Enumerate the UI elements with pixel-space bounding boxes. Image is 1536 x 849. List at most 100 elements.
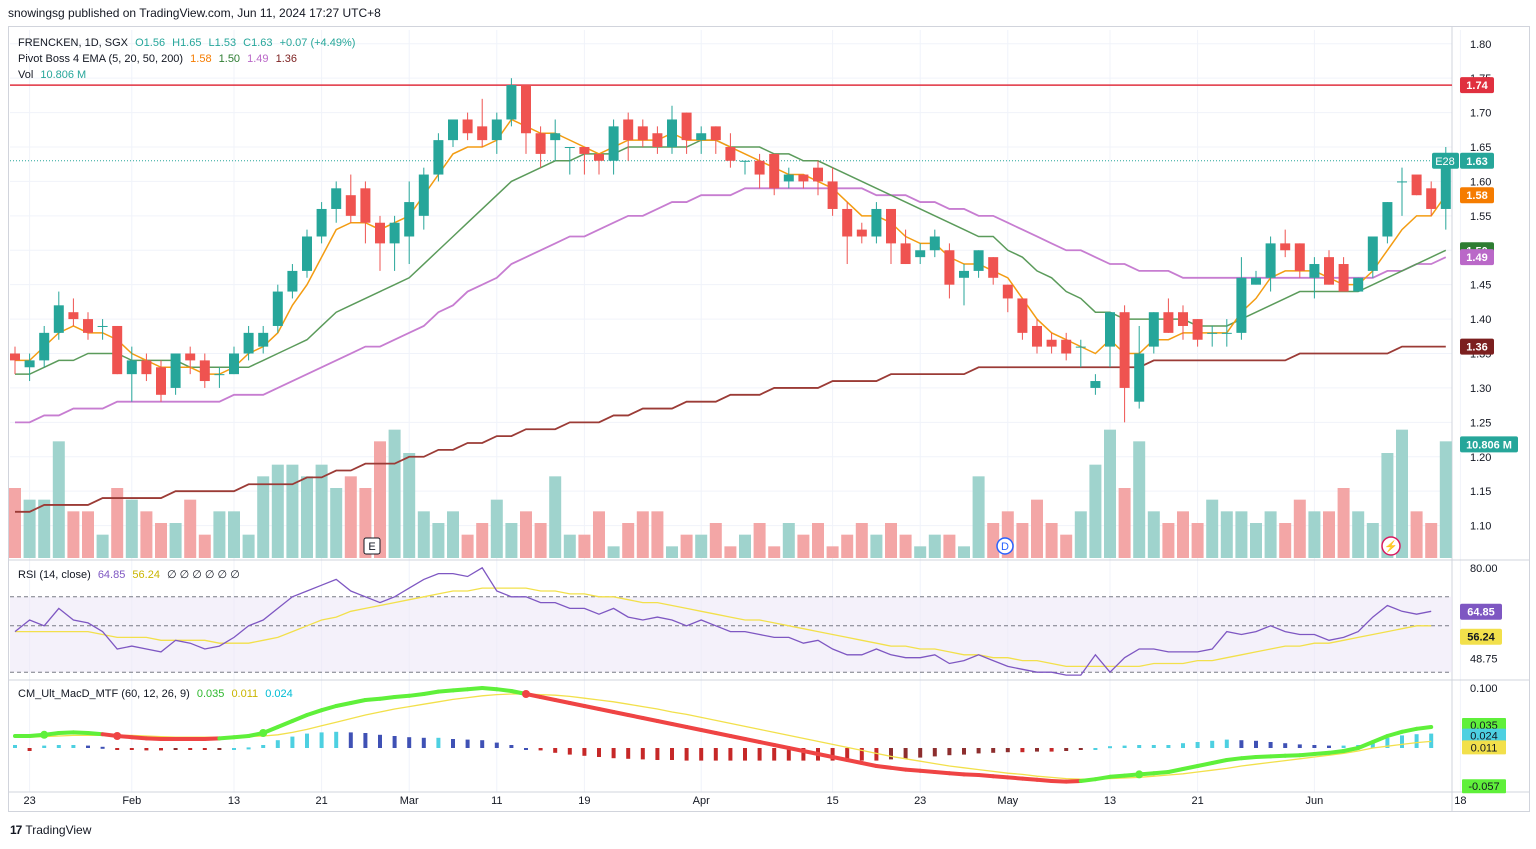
macd-histogram-bar	[786, 748, 791, 761]
candle-body	[681, 112, 692, 141]
volume-bar	[271, 464, 284, 558]
candle-body	[1251, 277, 1261, 285]
rsi-axis-label: 64.85	[1467, 607, 1495, 619]
volume-bar	[1031, 499, 1043, 558]
rsi-legend[interactable]: RSI (14, close) 64.85 56.24 ∅ ∅ ∅ ∅ ∅ ∅	[18, 568, 244, 582]
macd-line-segment	[1020, 776, 1039, 782]
volume-bar	[257, 476, 270, 558]
volume-bar	[987, 523, 1000, 558]
candle-body	[1440, 160, 1451, 209]
macd-line-segment	[1151, 770, 1171, 776]
macd-line-segment	[1341, 746, 1361, 753]
candle-body	[214, 374, 225, 376]
macd-histogram-bar	[86, 745, 90, 748]
time-tick-label: 21	[1191, 795, 1203, 807]
price-tick-label: 1.10	[1470, 521, 1491, 533]
candle-body	[1426, 188, 1437, 209]
volume-label: Vol	[18, 69, 34, 81]
macd-histogram-bar	[173, 748, 178, 750]
time-tick-label: 13	[1104, 795, 1116, 807]
macd-histogram-bar	[1108, 746, 1112, 749]
price-tick-label: 1.80	[1470, 39, 1491, 51]
volume-bar	[1293, 499, 1306, 558]
volume-bar	[520, 511, 532, 558]
candle-body	[1309, 264, 1320, 278]
candle-body	[243, 332, 254, 354]
price-axis-label: 1.36	[1466, 342, 1487, 354]
volume-bar	[315, 464, 328, 558]
volume-bar	[286, 464, 299, 558]
macd-line-segment	[56, 730, 76, 735]
candle-body	[506, 85, 517, 120]
low-value: L1.53	[208, 37, 237, 49]
volume-legend[interactable]: Vol 10.806 M	[18, 68, 90, 82]
candle-body	[886, 208, 896, 244]
volume-bar	[563, 534, 576, 558]
candle-body	[667, 119, 677, 148]
macd-line-segment	[772, 743, 791, 750]
candle-body	[331, 188, 342, 209]
volume-bar	[490, 499, 503, 558]
ema200-value: 1.36	[275, 53, 298, 65]
volume-bar	[1279, 523, 1292, 558]
macd-line-segment	[202, 736, 222, 741]
macd-histogram-bar	[757, 748, 762, 761]
macd-line-segment	[626, 713, 645, 720]
candle-body	[272, 291, 283, 326]
macd-line-segment	[494, 687, 514, 693]
volume-bar	[301, 476, 313, 558]
macd-histogram-bar	[830, 748, 835, 761]
candle-body	[1353, 277, 1364, 292]
candle-body	[389, 222, 400, 244]
volume-bar	[403, 453, 416, 558]
volume-bar	[1381, 453, 1394, 558]
macd-cross-dot	[259, 729, 268, 737]
candle-body	[1382, 202, 1393, 237]
macd-histogram-bar	[991, 748, 996, 753]
candle-body	[24, 360, 35, 368]
candle-body	[1236, 277, 1247, 333]
candle-body	[1411, 174, 1422, 196]
macd-line-segment	[451, 687, 470, 693]
candle-body	[433, 140, 444, 175]
macd-line-segment	[1312, 750, 1331, 756]
macd-value: 0.035	[196, 688, 225, 700]
volume-bar	[198, 534, 211, 558]
volume-bar	[782, 523, 795, 558]
candle-body	[1294, 243, 1305, 271]
ema-legend[interactable]: Pivot Boss 4 EMA (5, 20, 50, 200) 1.58 1…	[18, 52, 301, 66]
ema50-line	[15, 187, 1447, 424]
macd-line-segment	[859, 761, 879, 768]
macd-line-segment	[1283, 753, 1302, 758]
macd-line-segment	[144, 736, 163, 741]
candle-body	[842, 208, 853, 237]
tradingview-footer[interactable]: 17 TradingView	[10, 823, 91, 837]
candle-body	[170, 353, 181, 388]
price-tick-label: 1.30	[1470, 383, 1491, 395]
time-tick-label: 21	[315, 795, 327, 807]
macd-label: CM_Ult_MacD_MTF (60, 12, 26, 9)	[18, 688, 190, 700]
macd-histogram-bar	[903, 748, 908, 759]
macd-line-segment	[962, 772, 981, 777]
macd-histogram-bar	[1020, 748, 1025, 753]
candle-body	[448, 119, 458, 141]
macd-hist-value: 0.024	[265, 688, 293, 700]
symbol-label[interactable]: FRENCKEN, 1D, SGX	[18, 37, 129, 49]
volume-bar	[374, 441, 386, 558]
candle-body	[316, 208, 327, 237]
macd-histogram-bar	[392, 736, 397, 748]
volume-bar	[1074, 511, 1087, 558]
macd-line-segment	[363, 696, 382, 702]
macd-line-segment	[290, 713, 309, 723]
rsi-axis-label-bg	[1460, 603, 1502, 620]
time-tick-label: Feb	[122, 795, 141, 807]
candle-body	[199, 360, 210, 382]
macd-legend[interactable]: CM_Ult_MacD_MTF (60, 12, 26, 9) 0.035 0.…	[18, 687, 297, 701]
time-tick-label: Jun	[1306, 795, 1324, 807]
volume-bar	[928, 534, 941, 558]
volume-bar	[1177, 511, 1189, 558]
volume-bar	[111, 488, 124, 558]
candle-body	[783, 174, 794, 182]
macd-line-segment	[232, 734, 251, 740]
